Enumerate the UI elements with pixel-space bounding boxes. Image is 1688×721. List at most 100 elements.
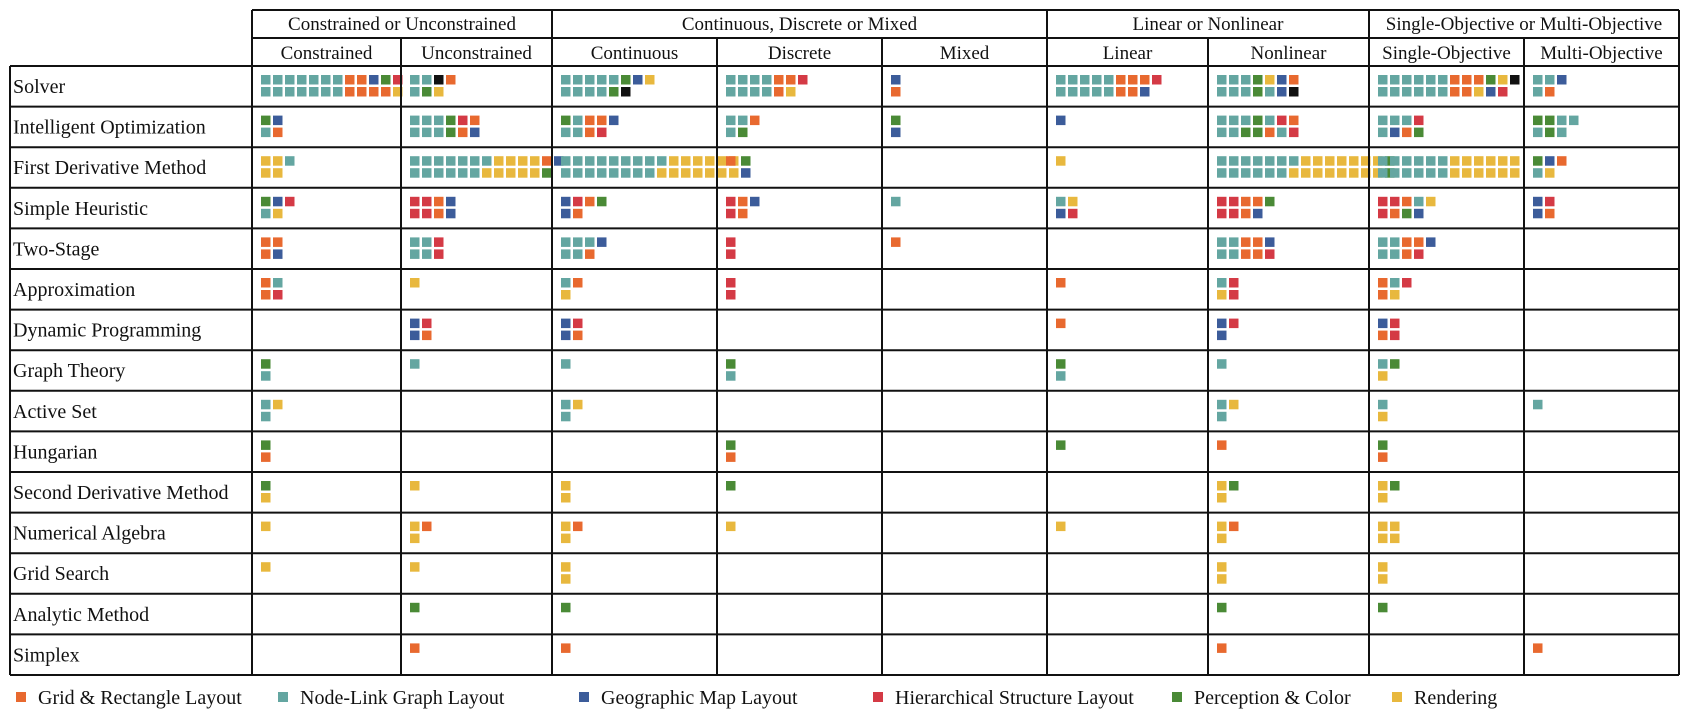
matrix-square: [1450, 156, 1460, 166]
matrix-square: [1414, 208, 1424, 219]
matrix-square: [458, 127, 468, 138]
matrix-square: [573, 75, 583, 85]
matrix-square: [518, 168, 528, 178]
matrix-square: [273, 290, 283, 300]
matrix-square: [1557, 156, 1567, 166]
matrix-square: [717, 168, 727, 178]
matrix-square: [1277, 87, 1287, 97]
matrix-square: [422, 208, 432, 219]
matrix-square: [1217, 521, 1227, 532]
matrix-square: [1277, 115, 1287, 126]
matrix-square: [261, 196, 271, 207]
matrix-square: [1426, 156, 1436, 166]
matrix-square: [446, 208, 456, 219]
matrix-square: [1486, 168, 1496, 178]
matrix-square: [482, 168, 492, 178]
matrix-square: [1217, 196, 1227, 207]
matrix-square: [1557, 75, 1567, 85]
matrix-square: [1253, 196, 1263, 207]
matrix-square: [1378, 411, 1388, 422]
matrix-square: [561, 330, 571, 341]
matrix-square: [1378, 75, 1388, 85]
matrix-square: [273, 399, 283, 410]
matrix-square: [1402, 127, 1412, 138]
matrix-square: [762, 87, 772, 97]
matrix-cells: [261, 75, 1579, 653]
matrix-square: [1545, 87, 1555, 97]
matrix-square: [561, 278, 571, 288]
matrix-square: [561, 602, 571, 613]
matrix-square: [410, 359, 420, 369]
matrix-square: [273, 156, 283, 166]
matrix-square: [1390, 278, 1400, 288]
matrix-square: [1277, 127, 1287, 138]
matrix-square: [1104, 75, 1114, 85]
matrix-square: [726, 452, 736, 462]
matrix-square: [518, 156, 528, 166]
matrix-square: [1253, 115, 1263, 126]
legend-label: Geographic Map Layout: [601, 687, 798, 709]
matrix-square: [1265, 87, 1275, 97]
matrix-square: [261, 562, 271, 572]
matrix-square: [1229, 87, 1239, 97]
matrix-square: [285, 75, 295, 85]
matrix-square: [1378, 278, 1388, 288]
matrix-square: [1378, 249, 1388, 259]
matrix-square: [1426, 87, 1436, 97]
matrix-square: [1289, 156, 1299, 166]
matrix-square: [1402, 237, 1412, 247]
matrix-square: [410, 278, 420, 288]
matrix-square: [1217, 127, 1227, 138]
matrix-square: [633, 156, 643, 166]
matrix-square: [1378, 290, 1388, 300]
matrix-square: [470, 156, 480, 166]
matrix-square: [410, 168, 420, 178]
matrix-square: [1402, 87, 1412, 97]
matrix-square: [530, 168, 540, 178]
matrix-square: [1313, 156, 1323, 166]
matrix-square: [726, 237, 736, 247]
matrix-square: [446, 115, 456, 126]
matrix-square: [1217, 75, 1227, 85]
matrix-square: [1265, 196, 1275, 207]
legend-swatch: [1172, 692, 1182, 702]
matrix-square: [621, 87, 631, 97]
matrix-square: [1533, 87, 1543, 97]
matrix-square: [1486, 75, 1496, 85]
matrix-square: [1414, 249, 1424, 259]
matrix-square: [261, 399, 271, 410]
matrix-square: [633, 75, 643, 85]
matrix-square: [1217, 115, 1227, 126]
matrix-square: [585, 115, 595, 126]
matrix-square: [273, 115, 283, 126]
matrix-square: [609, 115, 619, 126]
matrix-square: [1080, 75, 1090, 85]
matrix-square: [1533, 208, 1543, 219]
matrix-square: [333, 87, 343, 97]
matrix-square: [1277, 156, 1287, 166]
matrix-square: [1217, 533, 1227, 544]
matrix-square: [1378, 318, 1388, 329]
matrix-square: [561, 493, 571, 503]
matrix-square: [609, 168, 619, 178]
matrix-square: [681, 168, 691, 178]
matrix-square: [1390, 115, 1400, 126]
matrix-square: [1140, 87, 1150, 97]
matrix-square: [597, 196, 607, 207]
matrix-square: [1253, 249, 1263, 259]
matrix-square: [573, 87, 583, 97]
matrix-square: [446, 196, 456, 207]
matrix-square: [1217, 643, 1227, 653]
column-header: Mixed: [940, 43, 990, 64]
matrix-square: [1390, 533, 1400, 544]
matrix-square: [410, 318, 420, 329]
matrix-square: [261, 208, 271, 219]
matrix-square: [1378, 574, 1388, 584]
matrix-square: [1533, 196, 1543, 207]
matrix-square: [573, 318, 583, 329]
column-header: Nonlinear: [1251, 43, 1328, 64]
matrix-square: [573, 278, 583, 288]
matrix-square: [422, 196, 432, 207]
row-label: First Derivative Method: [13, 157, 206, 179]
column-header: Linear: [1103, 43, 1153, 64]
